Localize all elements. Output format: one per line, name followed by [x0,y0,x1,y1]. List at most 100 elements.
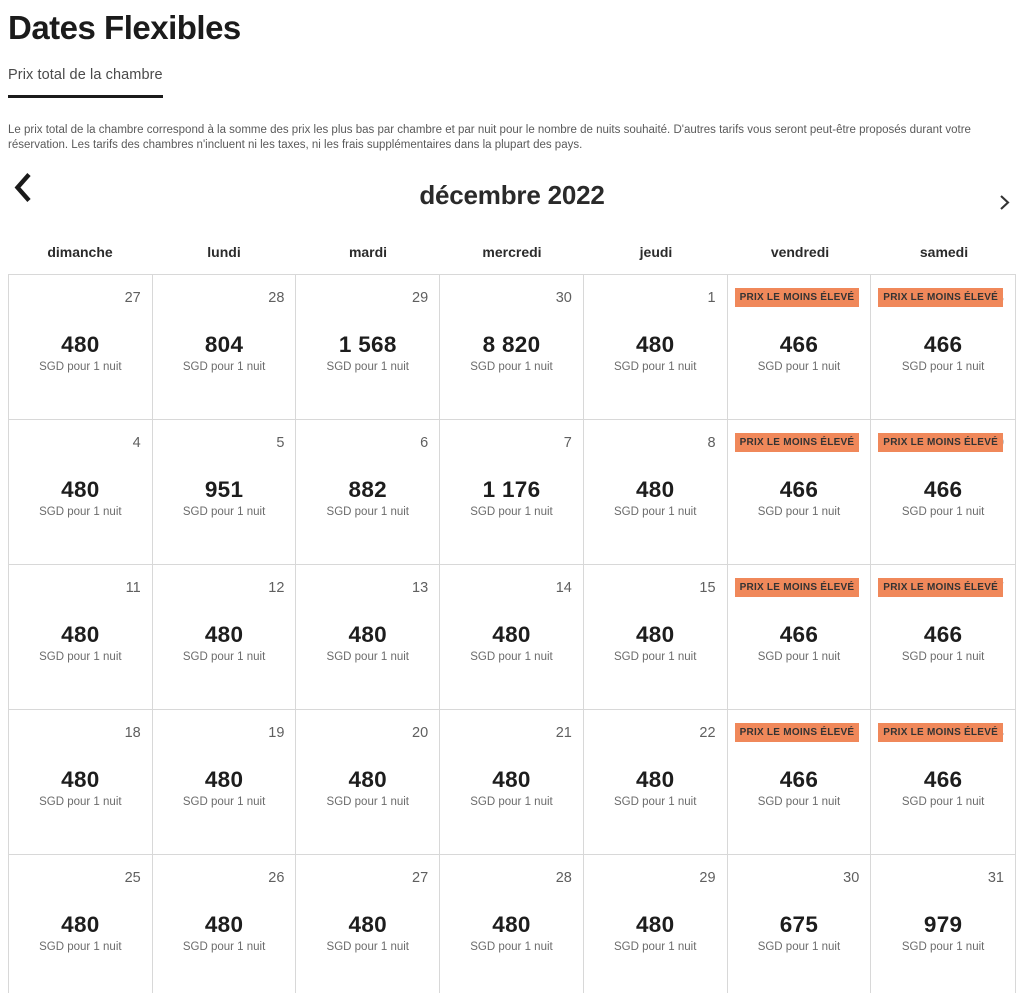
pricing-description: Le prix total de la chambre correspond à… [8,123,971,152]
cell-top-row: 15 [584,578,727,600]
calendar-day-cell[interactable]: 8 480 SGD pour 1 nuit [583,419,728,565]
calendar-day-cell[interactable]: 30 8 820 SGD pour 1 nuit [440,274,584,420]
price-value: 480 [204,621,244,647]
day-number: 19 [268,724,285,741]
calendar-day-cell[interactable]: 4 480 SGD pour 1 nuit [9,419,153,565]
weekday-label-monday: lundi [207,243,241,260]
price-value: 480 [635,476,675,502]
tab-room-total-price[interactable]: Prix total de la chambre [8,66,163,98]
price-unit-label: SGD pour 1 nuit [901,795,985,808]
price-unit-label: SGD pour 1 nuit [182,795,266,808]
price-value: 466 [923,476,963,502]
calendar-day-cell[interactable]: PRIX LE MOINS ÉLEVÉ9 466 SGD pour 1 nuit [727,419,872,565]
price-value: 480 [61,621,100,647]
lowest-price-badge: PRIX LE MOINS ÉLEVÉ [878,722,1004,742]
price-unit-label: SGD pour 1 nuit [326,940,410,953]
calendar-day-cell[interactable]: 7 1 176 SGD pour 1 nuit [440,419,584,565]
chevron-left-icon [13,172,32,206]
calendar-day-cell[interactable]: PRIX LE MOINS ÉLEVÉ24 466 SGD pour 1 nuit [871,709,1015,855]
calendar-day-cell[interactable]: PRIX LE MOINS ÉLEVÉ17 466 SGD pour 1 nuit [871,564,1015,710]
day-number: 27 [412,869,429,886]
calendar-day-cell[interactable]: 21 480 SGD pour 1 nuit [440,709,584,855]
price-value: 480 [61,911,100,937]
day-number: 20 [412,724,429,741]
calendar-day-cell[interactable]: PRIX LE MOINS ÉLEVÉ23 466 SGD pour 1 nuit [727,709,872,855]
calendar-day-cell[interactable]: 26 480 SGD pour 1 nuit [152,854,297,993]
price-value: 480 [492,911,531,937]
lowest-price-badge: PRIX LE MOINS ÉLEVÉ [878,432,1004,452]
price-value: 480 [61,766,100,792]
price-value: 480 [492,621,531,647]
calendar-day-cell[interactable]: 14 480 SGD pour 1 nuit [440,564,584,710]
weekday-label-saturday: samedi [919,243,969,260]
price-value: 480 [635,331,675,357]
price-unit-label: SGD pour 1 nuit [613,650,697,663]
calendar-day-cell[interactable]: PRIX LE MOINS ÉLEVÉ10 466 SGD pour 1 nuit [871,419,1015,565]
calendar-day-cell[interactable]: 20 480 SGD pour 1 nuit [296,709,441,855]
cell-top-row: 18 [9,723,152,745]
day-number: 28 [555,869,572,886]
weekday-label-wednesday: mercredi [482,243,542,260]
calendar-day-cell[interactable]: 29 1 568 SGD pour 1 nuit [296,274,441,420]
cell-top-row: 29 [296,288,439,310]
day-number: 5 [276,434,285,451]
calendar-day-cell[interactable]: 29 480 SGD pour 1 nuit [583,854,728,993]
weekday-label-thursday: jeudi [639,243,673,260]
cell-top-row: 6 [296,433,439,455]
calendar-day-cell[interactable]: PRIX LE MOINS ÉLEVÉ16 466 SGD pour 1 nuit [727,564,872,710]
price-unit-label: SGD pour 1 nuit [757,360,841,373]
calendar-day-cell[interactable]: PRIX LE MOINS ÉLEVÉ3 466 SGD pour 1 nuit [871,274,1015,420]
price-value: 480 [492,766,531,792]
calendar-day-cell[interactable]: 13 480 SGD pour 1 nuit [296,564,441,710]
calendar-day-cell[interactable]: 19 480 SGD pour 1 nuit [152,709,297,855]
price-unit-label: SGD pour 1 nuit [901,505,985,518]
weekday-label-tuesday: mardi [348,243,388,260]
price-value: 951 [204,476,244,502]
next-month-button[interactable] [999,194,1010,214]
price-unit-label: SGD pour 1 nuit [757,650,841,663]
price-value: 480 [635,911,675,937]
price-unit-label: SGD pour 1 nuit [901,650,985,663]
previous-month-button[interactable] [13,172,32,206]
calendar-day-cell[interactable]: 28 480 SGD pour 1 nuit [440,854,584,993]
cell-top-row: 11 [9,578,152,600]
price-unit-label: SGD pour 1 nuit [470,650,553,663]
calendar-day-cell[interactable]: 31 979 SGD pour 1 nuit [871,854,1015,993]
price-unit-label: SGD pour 1 nuit [470,505,553,518]
cell-top-row: 12 [153,578,296,600]
calendar-day-cell[interactable]: 1 480 SGD pour 1 nuit [583,274,728,420]
cell-top-row: 28 [153,288,296,310]
price-unit-label: SGD pour 1 nuit [470,940,553,953]
day-number: 21 [555,724,572,741]
calendar-day-cell[interactable]: 12 480 SGD pour 1 nuit [152,564,297,710]
price-unit-label: SGD pour 1 nuit [901,940,985,953]
lowest-price-badge: PRIX LE MOINS ÉLEVÉ [734,287,860,307]
calendar-day-cell[interactable]: 18 480 SGD pour 1 nuit [9,709,153,855]
price-unit-label: SGD pour 1 nuit [182,650,266,663]
weekday-label-friday: vendredi [770,243,830,260]
cell-top-row: 31 [871,868,1015,890]
calendar-day-cell[interactable]: 5 951 SGD pour 1 nuit [152,419,297,565]
price-unit-label: SGD pour 1 nuit [326,795,410,808]
cell-top-row: 1 [584,288,727,310]
cell-top-row: 30 [440,288,583,310]
calendar-day-cell[interactable]: 28 804 SGD pour 1 nuit [152,274,297,420]
tab-label: Prix total de la chambre [8,67,163,84]
price-unit-label: SGD pour 1 nuit [39,650,122,663]
calendar-day-cell[interactable]: 30 675 SGD pour 1 nuit [727,854,872,993]
day-number: 12 [268,579,285,596]
cell-top-row: PRIX LE MOINS ÉLEVÉ17 [871,577,1015,600]
calendar-day-cell[interactable]: 6 882 SGD pour 1 nuit [296,419,441,565]
day-number: 30 [843,869,860,886]
calendar-day-cell[interactable]: 27 480 SGD pour 1 nuit [9,274,153,420]
calendar-day-cell[interactable]: 22 480 SGD pour 1 nuit [583,709,728,855]
day-number: 29 [699,869,716,886]
price-unit-label: SGD pour 1 nuit [326,505,410,518]
calendar-day-cell[interactable]: 27 480 SGD pour 1 nuit [296,854,441,993]
price-value: 480 [204,766,244,792]
cell-top-row: 27 [9,288,152,310]
calendar-day-cell[interactable]: 25 480 SGD pour 1 nuit [9,854,153,993]
calendar-day-cell[interactable]: PRIX LE MOINS ÉLEVÉ2 466 SGD pour 1 nuit [727,274,872,420]
calendar-day-cell[interactable]: 15 480 SGD pour 1 nuit [583,564,728,710]
calendar-day-cell[interactable]: 11 480 SGD pour 1 nuit [9,564,153,710]
